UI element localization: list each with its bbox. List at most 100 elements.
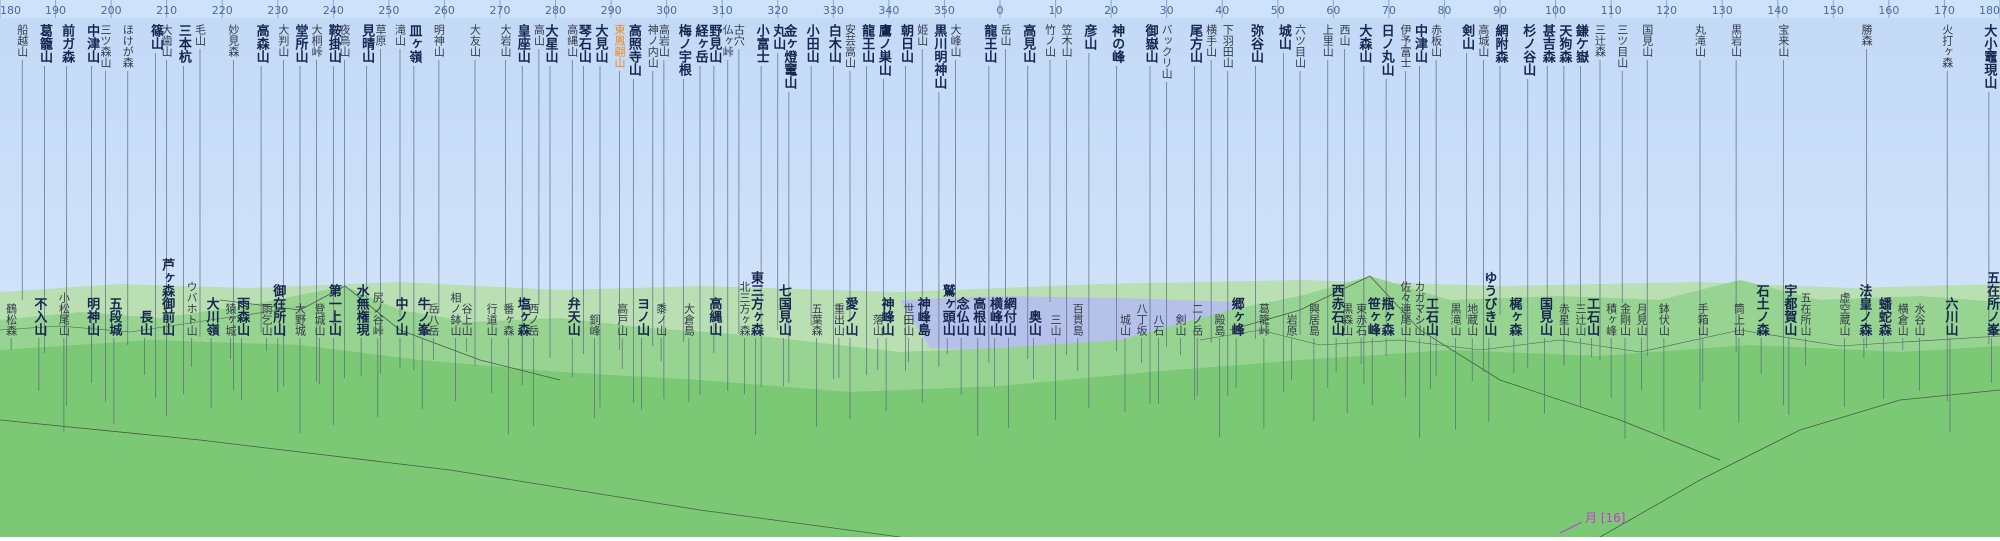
peak-name: 草原 xyxy=(374,24,387,46)
peak-name: 積ヶ峰 xyxy=(1605,302,1618,336)
peak-name: 弥谷山 xyxy=(1248,23,1264,64)
peak-name: 西ノ岳 xyxy=(527,303,540,336)
tick-label: 10 xyxy=(1049,4,1063,17)
peak-name: 黒滝山 xyxy=(1449,303,1462,336)
tick-label: 180 xyxy=(0,4,21,17)
peak-name: 地蔵山 xyxy=(1466,303,1479,336)
tick-label: 190 xyxy=(45,4,66,17)
tick-label: 0 xyxy=(997,4,1004,17)
peak-name: 三ツ目山 xyxy=(1616,24,1629,68)
near-ridge xyxy=(0,340,2000,537)
peak-name: 雨森山 xyxy=(234,297,250,337)
peak-name: 天狗森 xyxy=(1556,24,1572,64)
peak-name: バックリ山 xyxy=(1160,24,1173,79)
peak-name: 工石山 xyxy=(1423,297,1440,337)
peak-name: 妙見森 xyxy=(227,23,240,58)
tick-label: 220 xyxy=(212,4,233,17)
tick-label: 20 xyxy=(1104,4,1118,17)
peak-name: 小富士 xyxy=(754,24,770,63)
peak-name: 彦山 xyxy=(1081,23,1097,51)
peak-name: 水谷山 xyxy=(1913,303,1926,336)
peak-name: 高照寺山 xyxy=(626,23,642,77)
peak-name: 岩原 xyxy=(1285,313,1298,336)
peak-name: 丸滝山 xyxy=(1694,24,1707,57)
peak-name: 赤星山 xyxy=(1557,303,1570,336)
peak-name: 船越山 xyxy=(16,23,29,57)
peak-name: 高根山 xyxy=(970,296,986,337)
peak-name: 鷹ノ巣山 xyxy=(876,23,893,77)
peak-name: 甚吉森 xyxy=(1540,23,1556,64)
peak-name: 大野城 xyxy=(294,302,307,336)
peak-name: 大桐峠 xyxy=(310,23,323,58)
peak-name: 世田山 xyxy=(902,303,915,336)
peak-name: 城山 xyxy=(1119,314,1132,336)
peak-name: 五段城 xyxy=(106,297,122,337)
peak-name: 西山 xyxy=(1338,24,1351,46)
peak-name: 明神山 xyxy=(84,297,100,337)
peak-name: 高山 xyxy=(532,23,545,46)
peak-name: 重出山 xyxy=(832,302,845,336)
tick-label: 30 xyxy=(1160,4,1174,17)
tick-label: 150 xyxy=(1823,4,1844,17)
peak-name: 蟠蛇森 xyxy=(1876,296,1892,337)
peak-name: 国見山 xyxy=(1641,24,1654,57)
tick-label: 260 xyxy=(434,4,455,17)
peak-name: 宇都賀山 xyxy=(1781,283,1798,337)
peak-name: 大倉島 xyxy=(682,302,695,337)
peak-name: 尻ノ谷峠 xyxy=(371,292,384,337)
peak-name: 前ガ森 xyxy=(59,23,75,64)
tick-label: 70 xyxy=(1382,4,1396,17)
peak-name: 小田山 xyxy=(804,24,820,64)
peak-name: 鞍掛山 xyxy=(326,23,342,64)
peak-name: 大岩山 xyxy=(499,23,512,57)
peak-name: 梅ノ宇根 xyxy=(676,23,692,77)
moon-pointer xyxy=(1559,521,1583,534)
peak-name: 皇座山 xyxy=(515,23,532,64)
peak-name: 不入山 xyxy=(31,297,47,337)
peak-name: 古穴 xyxy=(732,24,745,46)
peak-name: 見晴山 xyxy=(359,24,376,64)
peak-name: 北三方ヶ森 xyxy=(738,281,751,337)
peak-name: カガマシ山 xyxy=(1413,281,1426,336)
peak-name: 梶ヶ森 xyxy=(1506,296,1522,337)
peak-name: 大友山 xyxy=(469,23,482,57)
tick-label: 60 xyxy=(1326,4,1340,17)
peak-name: 御嶽山 xyxy=(1143,23,1160,64)
peak-name: 三本杭 xyxy=(176,24,192,64)
peak-name: 東赤石 xyxy=(1355,303,1368,336)
tick-label: 110 xyxy=(1601,4,1622,17)
peak-name: 城山 xyxy=(1276,23,1292,51)
peak-name: 龍王山 xyxy=(859,23,875,64)
peak-name: 横峰山 xyxy=(987,296,1003,337)
peak-name: 高戸山 xyxy=(616,302,629,336)
tick-label: 120 xyxy=(1656,4,1677,17)
peak-name: 岳八岳 xyxy=(427,303,440,336)
peak-name: 愛ノ山 xyxy=(843,296,859,337)
peak-name: 仏ヶ峠 xyxy=(721,24,734,58)
tick-label: 320 xyxy=(767,4,788,17)
tick-label: 100 xyxy=(1545,4,1566,17)
tick-label: 280 xyxy=(545,4,566,17)
peak-name: 長山 xyxy=(137,310,153,337)
peak-name: 手箱山 xyxy=(1696,302,1709,336)
peak-name: 毛山 xyxy=(194,24,207,46)
peak-name: 三山 xyxy=(1049,314,1062,336)
peak-name: 中津山 xyxy=(1412,23,1428,64)
contour xyxy=(1599,389,2000,538)
peak-name: 大見山 xyxy=(593,23,610,64)
peak-name: 黒川明神山 xyxy=(931,23,948,90)
tick-label: 40 xyxy=(1215,4,1229,17)
peak-name: 火打ヶ森 xyxy=(1941,24,1954,69)
peak-name: 宝来山 xyxy=(1777,23,1790,57)
peak-name: 笹ヶ峰 xyxy=(1365,296,1381,337)
peak-name: 中ノ山 xyxy=(393,296,409,337)
peak-name: 竹ノ山 xyxy=(1044,23,1057,57)
tick-label: 250 xyxy=(378,4,399,17)
tick-label: 140 xyxy=(1767,4,1788,17)
peak-name: 下羽田山 xyxy=(1221,24,1234,68)
tick-label: 50 xyxy=(1271,4,1285,17)
peak-name: 三辻山 xyxy=(1574,303,1587,336)
peak-name: 御在所山 xyxy=(270,283,287,337)
peak-name: 鎌ケ嶽 xyxy=(1573,23,1590,64)
